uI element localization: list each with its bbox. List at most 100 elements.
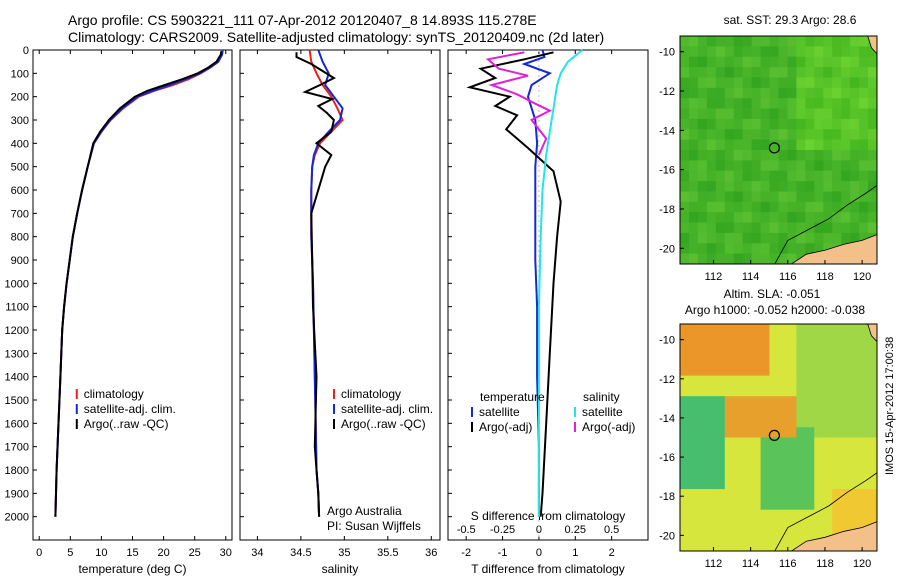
map-cell xyxy=(724,396,735,408)
map-cell xyxy=(689,98,699,110)
map-cell xyxy=(697,437,708,449)
map-cell xyxy=(841,509,851,521)
map-cell xyxy=(859,355,869,366)
map-cell xyxy=(680,67,690,79)
map-cell xyxy=(751,520,762,531)
map-cell xyxy=(680,406,690,418)
map-cell xyxy=(724,344,735,356)
map-cell xyxy=(859,222,869,234)
map-cell xyxy=(751,478,762,490)
map-cell xyxy=(841,232,851,244)
map-cell xyxy=(742,509,753,521)
map-cell xyxy=(832,108,842,120)
map-cell xyxy=(751,67,762,79)
map-cell xyxy=(751,355,762,366)
map-cell xyxy=(841,437,851,449)
map-cell xyxy=(787,243,798,255)
map-cell xyxy=(689,427,699,439)
map-cell xyxy=(814,201,824,213)
map-cell xyxy=(733,77,744,89)
map-cell xyxy=(787,458,798,469)
map-cell xyxy=(697,385,708,397)
map-cell xyxy=(859,365,869,377)
map-cell xyxy=(832,324,842,335)
map-cell xyxy=(769,201,780,213)
map-cell xyxy=(724,67,735,79)
map-cell xyxy=(689,253,699,264)
map-cell xyxy=(814,324,824,335)
map-cell xyxy=(814,181,824,193)
map-cell xyxy=(787,499,798,511)
map-cell xyxy=(680,530,690,542)
map-cell xyxy=(823,56,833,68)
map-cell xyxy=(850,375,860,387)
map-cell xyxy=(680,87,690,99)
map-cell xyxy=(697,468,708,480)
map-cell xyxy=(751,365,762,377)
map-cell xyxy=(814,98,824,110)
annotation-text: PI: Susan Wijffels xyxy=(327,519,421,533)
map-cell xyxy=(689,191,699,203)
map-cell xyxy=(733,160,744,172)
map-cell xyxy=(706,170,717,182)
map-cell xyxy=(850,334,860,346)
map-cell xyxy=(751,447,762,459)
top-x-tick-label: -0.5 xyxy=(457,524,476,536)
map-cell xyxy=(742,150,753,161)
map-cell xyxy=(742,201,753,213)
y-tick-label: -20 xyxy=(659,243,675,255)
map-cell xyxy=(787,253,798,264)
map-cell xyxy=(805,468,815,480)
map-cell xyxy=(760,150,771,161)
map-cell xyxy=(805,129,815,141)
map-cell xyxy=(706,458,717,469)
map-cell xyxy=(724,87,735,99)
map-cell xyxy=(850,406,860,418)
map-cell xyxy=(814,375,824,387)
map-cell xyxy=(742,232,753,244)
map-cell xyxy=(814,509,824,521)
map-cell xyxy=(832,181,842,193)
map-cell xyxy=(697,160,708,172)
map-cell xyxy=(859,385,869,397)
map-cell xyxy=(689,344,699,356)
map-cell xyxy=(814,222,824,234)
map-cell xyxy=(689,447,699,459)
map-cell xyxy=(733,139,744,151)
map-cell xyxy=(689,118,699,130)
map-cell xyxy=(680,396,690,408)
map-cell xyxy=(751,181,762,193)
map-cell xyxy=(796,243,806,255)
map-cell xyxy=(697,67,708,79)
map-cell xyxy=(706,108,717,120)
map-cell xyxy=(859,478,869,490)
x-tick-label: 25 xyxy=(189,547,201,559)
map-cell xyxy=(733,129,744,141)
map-cell xyxy=(769,478,780,490)
map-cell xyxy=(715,437,726,449)
map-cell xyxy=(841,447,851,459)
y-tick-label: -20 xyxy=(659,530,675,542)
map-cell xyxy=(868,139,877,151)
map-cell xyxy=(805,67,815,79)
map-cell xyxy=(760,222,771,234)
map-cell xyxy=(796,468,806,480)
map-cell xyxy=(742,396,753,408)
y-tick-label: -12 xyxy=(659,374,675,386)
map-cell xyxy=(742,222,753,234)
map-cell xyxy=(724,129,735,141)
x-tick-label: 34.5 xyxy=(290,547,311,559)
map-cell xyxy=(805,499,815,511)
map-cell xyxy=(689,478,699,490)
map-cell xyxy=(724,365,735,377)
map-cell xyxy=(841,108,851,120)
map-cell xyxy=(787,181,798,193)
map-cell xyxy=(823,108,833,120)
map-cell xyxy=(832,232,842,244)
map-cell xyxy=(778,181,789,193)
map-cell xyxy=(832,118,842,130)
map-cell xyxy=(787,509,798,521)
map-cell xyxy=(859,77,869,89)
map-cell xyxy=(859,139,869,151)
